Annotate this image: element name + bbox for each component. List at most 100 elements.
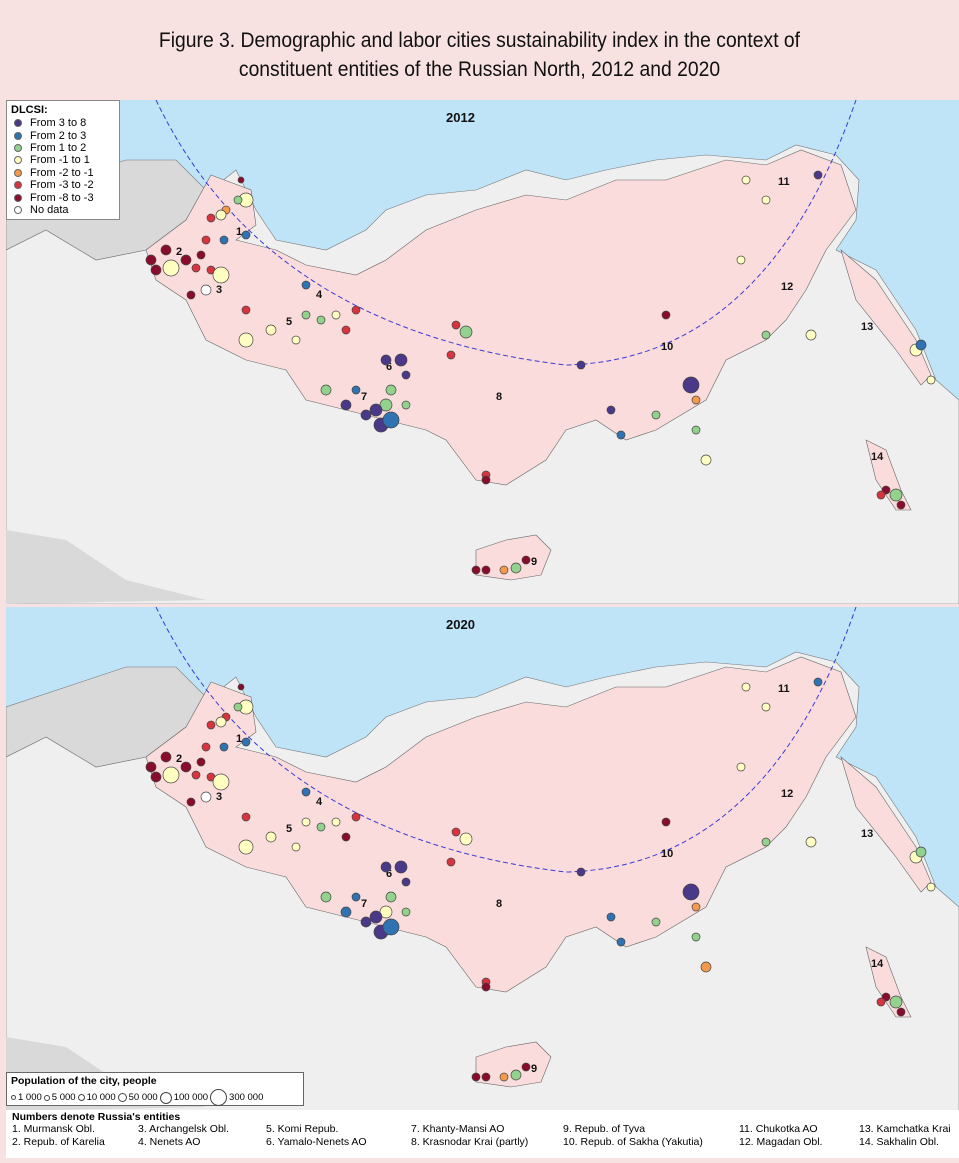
map-panel-2020: 1 2 3 4 5 6 7 8 9 10 11 12 13 14 2020 (6, 607, 959, 1111)
city-marker (380, 861, 392, 873)
legend-swatch (14, 156, 22, 165)
city-marker (369, 403, 383, 417)
size-label: 5 000 (51, 1092, 76, 1103)
city-marker (301, 817, 311, 827)
size-circle (117, 1093, 127, 1102)
city-marker (341, 325, 351, 335)
dlcsi-legend: DLCSI: From 3 to 8 From 2 to 3 From 1 to 2… (6, 100, 120, 221)
city-marker (813, 170, 823, 180)
city-marker (265, 831, 277, 843)
region-number: 5 (286, 823, 292, 835)
city-marker (761, 330, 771, 340)
city-marker (301, 787, 311, 797)
entity-item: 1. Murmansk Obl. (12, 1123, 95, 1135)
city-marker (351, 305, 361, 315)
city-marker (471, 565, 481, 575)
size-label: 1 000 (18, 1092, 42, 1103)
city-marker (401, 877, 411, 887)
city-marker (606, 405, 616, 415)
entity-item: 11. Chukotka AO (739, 1123, 818, 1135)
entity-item: 14. Sakhalin Obl. (859, 1136, 939, 1148)
region-number: 9 (531, 556, 537, 568)
region-number: 9 (531, 1063, 537, 1075)
northern-region (145, 656, 857, 993)
city-marker (606, 912, 616, 922)
city-marker (761, 195, 771, 205)
city-marker (889, 488, 903, 502)
entity-item: 8. Krasnodar Krai (partly) (411, 1136, 529, 1148)
size-circle (77, 1094, 85, 1101)
region-number: 10 (661, 848, 673, 860)
city-marker (761, 837, 771, 847)
legend-label: From 2 to 3 (30, 129, 87, 142)
entity-item: 6. Yamalo-Nenets AO (266, 1136, 367, 1148)
city-marker (394, 353, 408, 367)
northern-region (145, 149, 857, 486)
city-marker (237, 176, 245, 184)
city-marker (471, 1072, 481, 1082)
city-marker (499, 1072, 509, 1082)
city-marker (451, 320, 461, 330)
title-line-2: constituent entities of the Russian Nort… (238, 58, 721, 81)
city-marker (233, 195, 243, 205)
city-marker (162, 766, 180, 784)
city-marker (741, 175, 751, 185)
northern-region (840, 756, 932, 893)
legend-swatch (14, 168, 22, 177)
region-number: 8 (496, 391, 502, 403)
city-marker (401, 400, 411, 410)
city-marker (510, 1069, 522, 1081)
city-marker (340, 906, 352, 918)
region-number: 12 (781, 281, 793, 293)
city-marker (316, 315, 326, 325)
map-panel-2012: 1 2 3 4 5 6 7 8 9 10 11 12 13 14 2012 (6, 100, 959, 604)
population-legend-item: 300 000 (210, 1089, 263, 1106)
size-circle (159, 1091, 172, 1104)
city-marker (291, 335, 301, 345)
region-number: 1 (236, 733, 242, 745)
city-marker (382, 918, 400, 936)
city-marker (682, 883, 700, 901)
city-marker (219, 742, 229, 752)
city-marker (616, 430, 626, 440)
city-marker (200, 284, 212, 296)
size-label: 100 000 (173, 1092, 209, 1103)
city-marker (215, 209, 227, 221)
city-marker (499, 565, 509, 575)
city-marker (394, 860, 408, 874)
city-marker (160, 751, 172, 763)
city-marker (379, 398, 393, 412)
city-marker (691, 902, 701, 912)
region-number: 8 (496, 898, 502, 910)
city-marker (162, 259, 180, 277)
northern-region (475, 1041, 552, 1088)
city-marker (196, 757, 206, 767)
city-marker (238, 332, 254, 348)
city-marker (691, 932, 701, 942)
city-marker (521, 555, 531, 565)
city-marker (186, 797, 196, 807)
city-marker (481, 1072, 491, 1082)
city-marker (320, 384, 332, 396)
size-circle (210, 1089, 228, 1106)
southern-land (6, 530, 206, 604)
population-legend-item: 100 000 (159, 1091, 209, 1104)
entity-item: 2. Repub. of Karelia (12, 1136, 105, 1148)
entity-item: 13. Kamchatka Krai (859, 1123, 951, 1135)
city-marker (150, 264, 162, 276)
city-marker (320, 891, 332, 903)
region-number: 11 (778, 683, 790, 695)
legend-item: From -8 to -3 (11, 191, 115, 204)
legend-label: No data (30, 203, 69, 216)
entity-item: 3. Archangelsk Obl. (138, 1123, 230, 1135)
city-marker (691, 425, 701, 435)
city-marker (661, 310, 671, 320)
city-marker (212, 773, 230, 791)
city-marker (206, 213, 216, 223)
city-marker (241, 305, 251, 315)
city-marker (201, 742, 211, 752)
legend-label: From 3 to 8 (30, 117, 87, 130)
size-label: 50 000 (128, 1092, 158, 1103)
city-marker (510, 562, 522, 574)
city-marker (616, 937, 626, 947)
